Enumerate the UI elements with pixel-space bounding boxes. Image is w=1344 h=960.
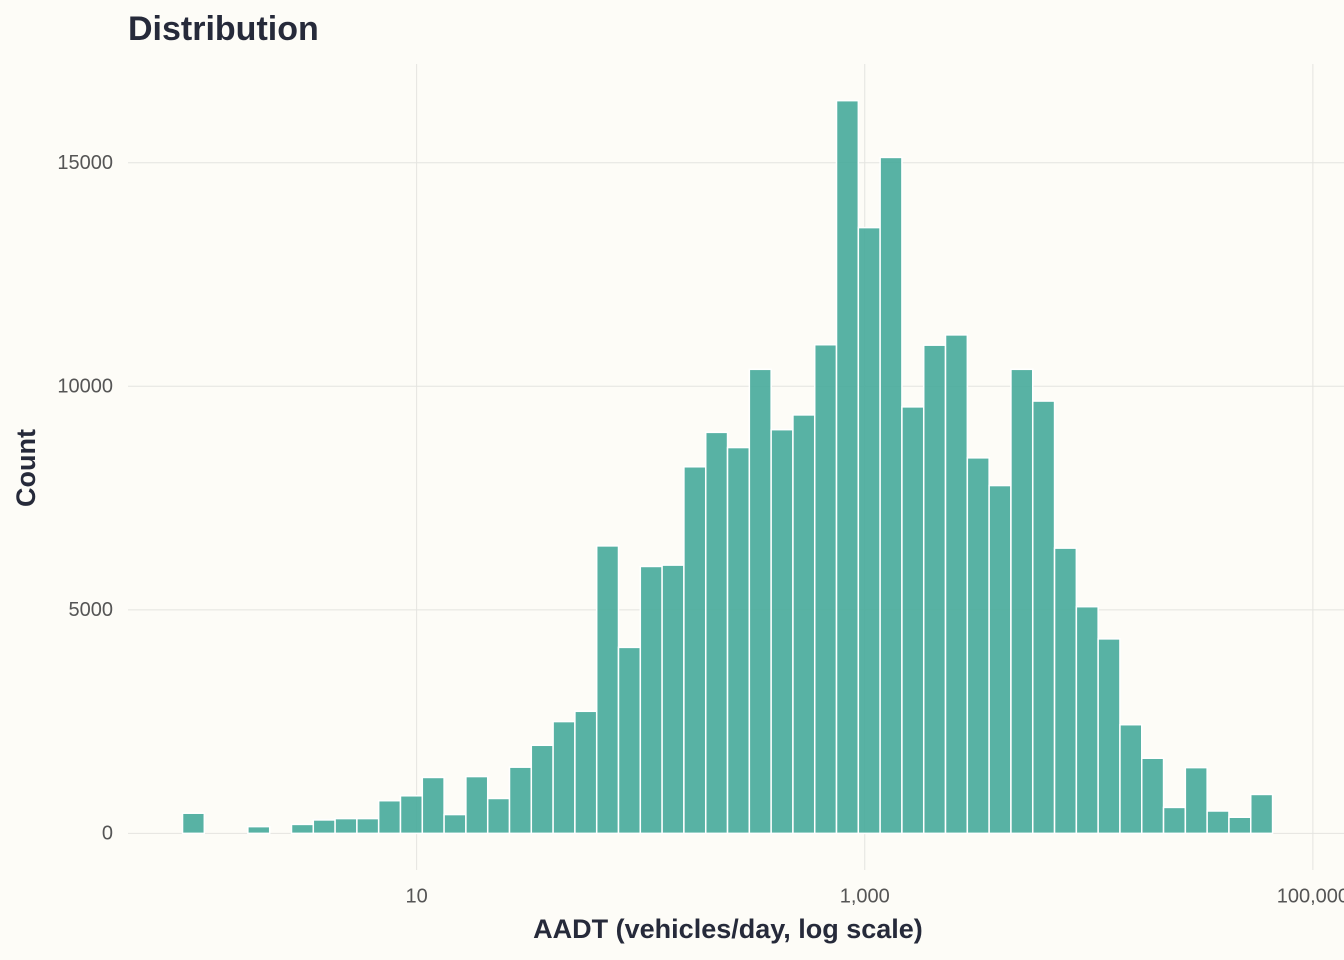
bar [726, 446, 751, 835]
x-tick-label: 10 [406, 885, 428, 907]
bar [704, 431, 729, 835]
bar [1031, 400, 1056, 835]
bar [1140, 757, 1165, 835]
bar [1010, 368, 1034, 835]
bar [312, 819, 336, 835]
bar [1206, 810, 1230, 835]
bar [835, 99, 860, 835]
bar [247, 825, 271, 835]
bar [748, 368, 772, 835]
bar [661, 564, 685, 835]
bar [944, 334, 969, 835]
y-tick-label: 0 [102, 823, 113, 845]
bar [813, 343, 838, 835]
bar [377, 799, 402, 835]
bar [290, 823, 315, 835]
chart-title: Distribution [128, 10, 319, 48]
bar [683, 466, 707, 835]
bar [1249, 793, 1274, 835]
bar [356, 817, 380, 835]
y-tick-label: 5000 [69, 599, 114, 621]
x-axis-label: AADT (vehicles/day, log scale) [533, 914, 923, 944]
bar [334, 817, 358, 835]
bar [770, 428, 794, 835]
bar [181, 812, 206, 835]
bar [988, 484, 1012, 835]
bar [857, 226, 881, 835]
bar [443, 813, 467, 835]
bar [465, 775, 489, 835]
bar [421, 776, 445, 835]
bar [595, 545, 620, 835]
bar [1075, 605, 1099, 835]
y-axis-label: Count [11, 429, 41, 507]
bar [508, 766, 533, 835]
bar [574, 710, 598, 835]
bar [1119, 723, 1143, 835]
bar [1162, 806, 1187, 835]
y-tick-label: 10000 [57, 376, 113, 398]
bar [617, 646, 642, 835]
bar [552, 720, 576, 835]
x-tick-label: 100,000 [1277, 885, 1344, 907]
bar [792, 414, 816, 835]
bar [399, 795, 424, 835]
bar [639, 565, 663, 835]
bars [181, 99, 1274, 835]
bar [879, 156, 903, 835]
x-tick-label: 1,000 [840, 885, 890, 907]
bar [966, 457, 990, 835]
bar [1228, 816, 1252, 835]
bar [922, 344, 947, 835]
bar [1184, 766, 1208, 835]
bar [530, 744, 554, 835]
bar [1097, 638, 1121, 835]
bar [1053, 547, 1078, 835]
bar [486, 797, 511, 835]
y-tick-label: 15000 [57, 152, 113, 174]
bar [901, 406, 925, 835]
